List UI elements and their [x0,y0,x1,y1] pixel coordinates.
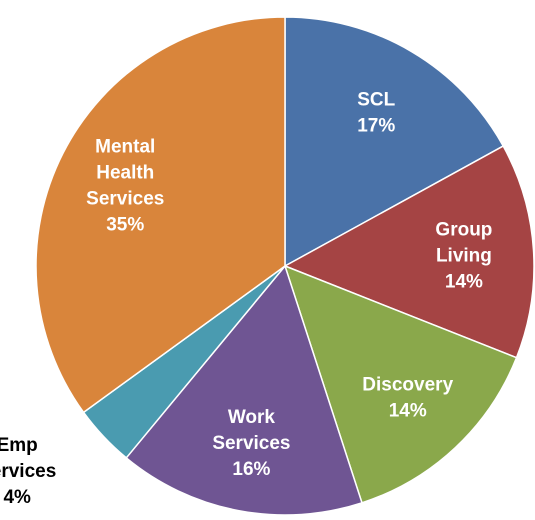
value-label: 14% [389,400,427,421]
word: Emp [0,435,38,456]
category-label: Work Services [212,407,290,454]
word: SCL [357,89,395,110]
slice-label: Discovery 14% [362,374,453,421]
word: Services [212,433,290,454]
word: Mental [95,136,155,157]
slice-label: Mental Health Services 35% [86,136,164,235]
category-label: SCL [357,89,395,110]
word: Services [86,188,164,209]
word: Group [435,219,492,240]
word: Work [228,407,276,428]
value-label: 16% [232,459,270,480]
slice-label: Emp Services 4% [0,435,56,508]
pie-slice [125,264,363,516]
value-label: 17% [357,115,395,136]
value-label: 35% [106,214,144,235]
slice-label: Work Services 16% [212,407,290,480]
category-label: Discovery [362,374,453,395]
value-label: 14% [445,271,483,292]
category-label: Mental Health Services [86,136,164,209]
value-label: 4% [3,487,31,508]
slice-label: Group Living 14% [435,219,492,292]
category-label: Group Living [435,219,492,266]
pie-slice [284,16,505,268]
category-label: Emp Services [0,435,56,482]
slice-label: SCL 17% [357,89,395,136]
word: Living [436,245,492,266]
word: Health [96,162,154,183]
pie-slice [283,145,535,359]
word: Discovery [362,374,453,395]
pie-slice [35,16,286,414]
word: Services [0,461,56,482]
